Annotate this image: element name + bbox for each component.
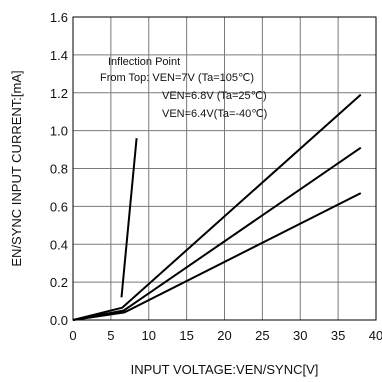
y-tick-label: 1.0: [50, 124, 68, 139]
y-tick-label: 0.0: [50, 313, 68, 328]
annotation-from-top: From Top: VEN=7V (Ta=105℃): [100, 72, 254, 84]
x-tick-label: 0: [69, 328, 76, 343]
series-line-2: [72, 146, 362, 321]
series-line-3: [72, 192, 362, 321]
y-axis-title: EN/SYNC INPUT CURRENT:[mA]: [9, 70, 24, 266]
annotation-ven-6-8v: VEN=6.8V (Ta=25℃): [162, 90, 267, 102]
x-tick-label: 20: [217, 328, 231, 343]
x-tick-label: 35: [331, 328, 345, 343]
plot-frame: [72, 16, 377, 321]
y-tick-label: 0.6: [50, 199, 68, 214]
series-line-4: [120, 138, 138, 298]
tick-labels: 0 5 10 15 20 25 30 35 40 0.0 0.2 0.4 0.6 0.8 1.0 1.2 1.4…: [50, 10, 382, 343]
series-line-1: [72, 93, 362, 321]
x-tick-label: 5: [107, 328, 114, 343]
x-axis-title: INPUT VOLTAGE:VEN/SYNC[V]: [131, 362, 319, 377]
y-tick-label: 0.8: [50, 162, 68, 177]
x-tick-label: 15: [179, 328, 193, 343]
x-tick-label: 40: [369, 328, 382, 343]
annotation-inflection-point: Inflection Point: [108, 56, 180, 68]
x-tick-label: 10: [142, 328, 156, 343]
x-tick-label: 30: [293, 328, 307, 343]
y-tick-label: 0.4: [50, 237, 68, 252]
y-tick-label: 1.2: [50, 86, 68, 101]
y-tick-label: 1.6: [50, 10, 68, 25]
y-tick-label: 1.4: [50, 48, 68, 63]
series-group: [72, 93, 362, 321]
x-tick-label: 25: [255, 328, 269, 343]
annotation-ven-6-4v: VEN=6.4V(Ta=-40℃): [162, 108, 267, 120]
y-tick-label: 0.2: [50, 275, 68, 290]
